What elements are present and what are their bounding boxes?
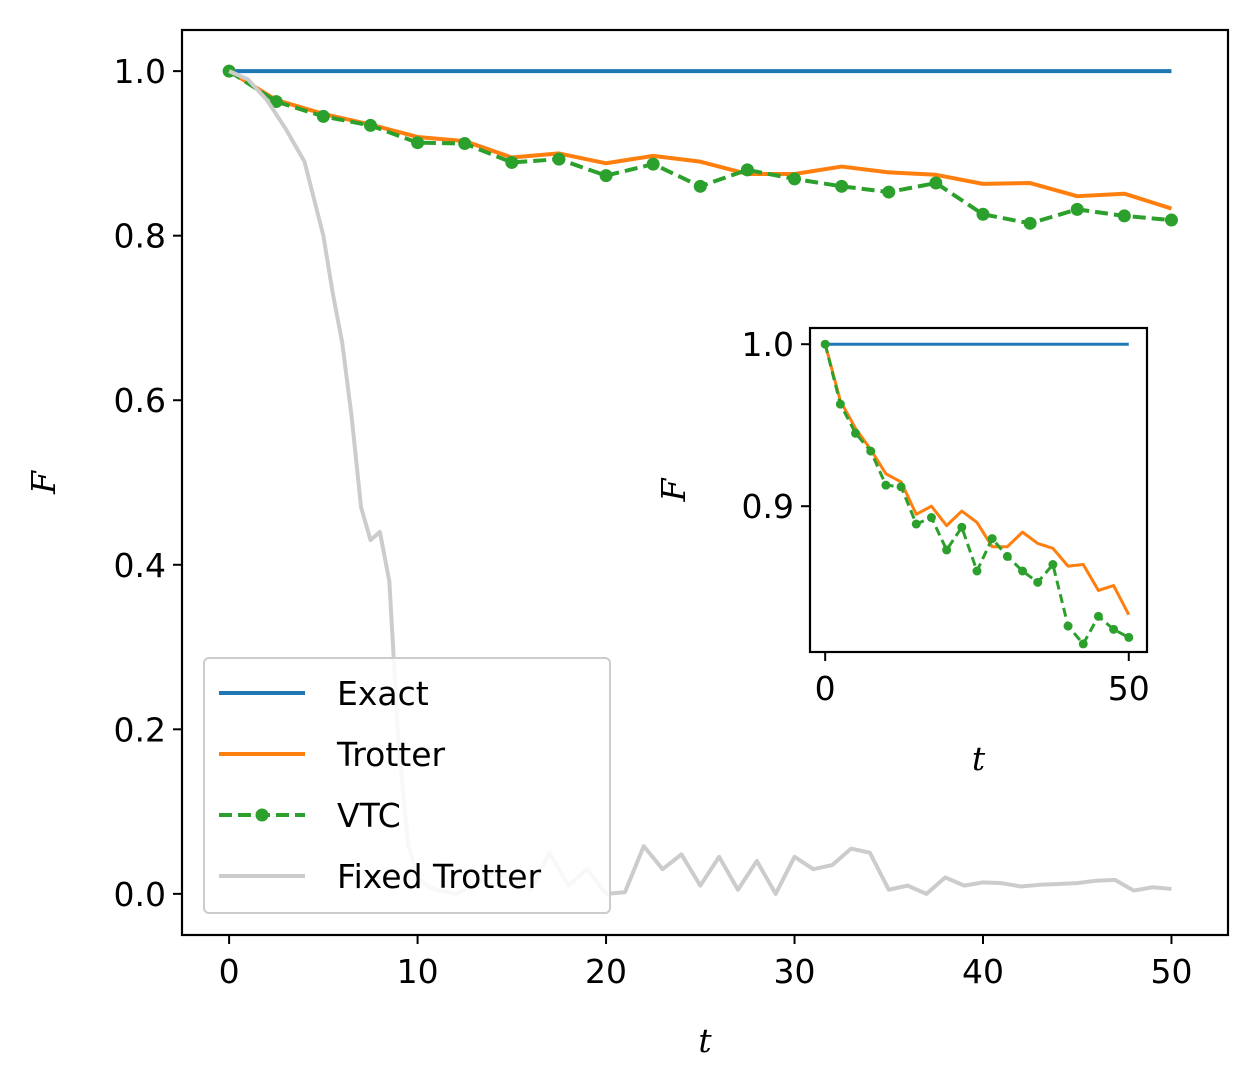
inset-x-axis-label: t bbox=[972, 739, 986, 778]
main-series-vtc-point bbox=[1070, 202, 1084, 216]
main-series-vtc-point bbox=[976, 207, 990, 221]
main-series-vtc-point bbox=[835, 179, 849, 193]
main-series-vtc-point bbox=[882, 185, 896, 199]
main-axes-frame bbox=[180, 28, 1230, 937]
main-series-vtc-point bbox=[740, 163, 754, 177]
inset-y-tick-label: 0.9 bbox=[742, 487, 794, 526]
inset-series-vtc-point bbox=[1124, 632, 1134, 642]
main-x-tick-label: 10 bbox=[397, 952, 439, 991]
main-series-vtc-point bbox=[929, 176, 943, 190]
inset-series-vtc-point bbox=[972, 566, 982, 576]
inset-plot: 0 50 0.9 1.0 t F bbox=[654, 325, 1150, 778]
main-series-vtc-point bbox=[505, 155, 519, 169]
inset-series-vtc-point bbox=[820, 339, 830, 349]
inset-y-axis-label: F bbox=[654, 477, 693, 502]
main-series-vtc-point bbox=[646, 157, 660, 171]
inset-series-vtc-point bbox=[1078, 639, 1088, 649]
main-x-tick-label: 20 bbox=[585, 952, 627, 991]
inset-series-vtc-point bbox=[1063, 621, 1073, 631]
main-series-vtc-point bbox=[788, 172, 802, 186]
main-series-fixed-trotter-line bbox=[228, 69, 1172, 896]
main-series-group bbox=[222, 64, 1178, 896]
main-y-tick-label: 0.0 bbox=[114, 875, 166, 914]
legend-box bbox=[203, 657, 611, 914]
main-series-vtc-point bbox=[1023, 216, 1037, 230]
main-series-vtc-point bbox=[269, 95, 283, 109]
main-series-vtc-point bbox=[316, 109, 330, 123]
inset-series-vtc-point bbox=[987, 534, 997, 544]
inset-series-vtc-point bbox=[1018, 566, 1028, 576]
inset-y-tick-label: 1.0 bbox=[742, 325, 794, 364]
inset-series-vtc-point bbox=[911, 519, 921, 529]
legend-vtc-marker bbox=[255, 808, 269, 822]
inset-series-vtc-point bbox=[926, 513, 936, 523]
main-y-tick-label: 0.4 bbox=[114, 546, 166, 585]
main-series-vtc-point bbox=[411, 136, 425, 150]
inset-series-vtc-point bbox=[1048, 560, 1058, 570]
inset-series-vtc-point bbox=[896, 482, 906, 492]
inset-series-vtc-point bbox=[881, 480, 891, 490]
legend: Exact Trotter VTC Fixed Trotter bbox=[203, 657, 611, 914]
inset-series-group bbox=[820, 339, 1134, 649]
main-series-vtc-point bbox=[363, 118, 377, 132]
inset-series-vtc-point bbox=[866, 446, 876, 456]
main-y-tick-label: 0.8 bbox=[114, 217, 166, 256]
inset-plot-area bbox=[810, 328, 1147, 652]
inset-series-vtc-point bbox=[1093, 611, 1103, 621]
main-x-axis-label: t bbox=[698, 1021, 712, 1060]
inset-x-tick-label: 0 bbox=[815, 669, 836, 708]
inset-series-vtc-point bbox=[851, 428, 861, 438]
inset-series-vtc-point bbox=[835, 399, 845, 409]
main-y-tick-label: 0.6 bbox=[114, 381, 166, 420]
main-x-tick-label: 40 bbox=[962, 952, 1004, 991]
inset-axes-frame bbox=[808, 326, 1149, 654]
main-y-tick-label: 1.0 bbox=[114, 52, 166, 91]
legend-fixed-trotter-label: Fixed Trotter bbox=[337, 857, 542, 896]
inset-series-vtc-point bbox=[957, 522, 967, 532]
main-x-tick-label: 50 bbox=[1150, 952, 1192, 991]
main-series-vtc-point bbox=[1117, 209, 1131, 223]
main-y-tick-label: 0.2 bbox=[114, 710, 166, 749]
main-y-axis-label: F bbox=[24, 470, 63, 495]
main-x-tick-label: 0 bbox=[219, 952, 240, 991]
inset-series-vtc-point bbox=[1002, 551, 1012, 561]
main-series-vtc-point bbox=[1164, 213, 1178, 227]
inset-x-tick-label: 50 bbox=[1108, 669, 1150, 708]
main-series-vtc-point bbox=[693, 179, 707, 193]
inset-series-vtc-point bbox=[1109, 624, 1119, 634]
inset-series-trotter-line bbox=[823, 343, 1131, 616]
main-series-trotter-line bbox=[228, 69, 1173, 211]
main-x-tick-label: 30 bbox=[774, 952, 816, 991]
inset-series-vtc-point bbox=[942, 545, 952, 555]
main-series-vtc-point bbox=[599, 169, 613, 183]
main-series-vtc-point bbox=[458, 137, 472, 151]
inset-series-vtc-point bbox=[1033, 577, 1043, 587]
main-series-vtc-point bbox=[552, 152, 566, 166]
legend-exact-label: Exact bbox=[337, 674, 429, 713]
legend-vtc-label: VTC bbox=[337, 796, 401, 835]
legend-trotter-label: Trotter bbox=[336, 735, 446, 774]
